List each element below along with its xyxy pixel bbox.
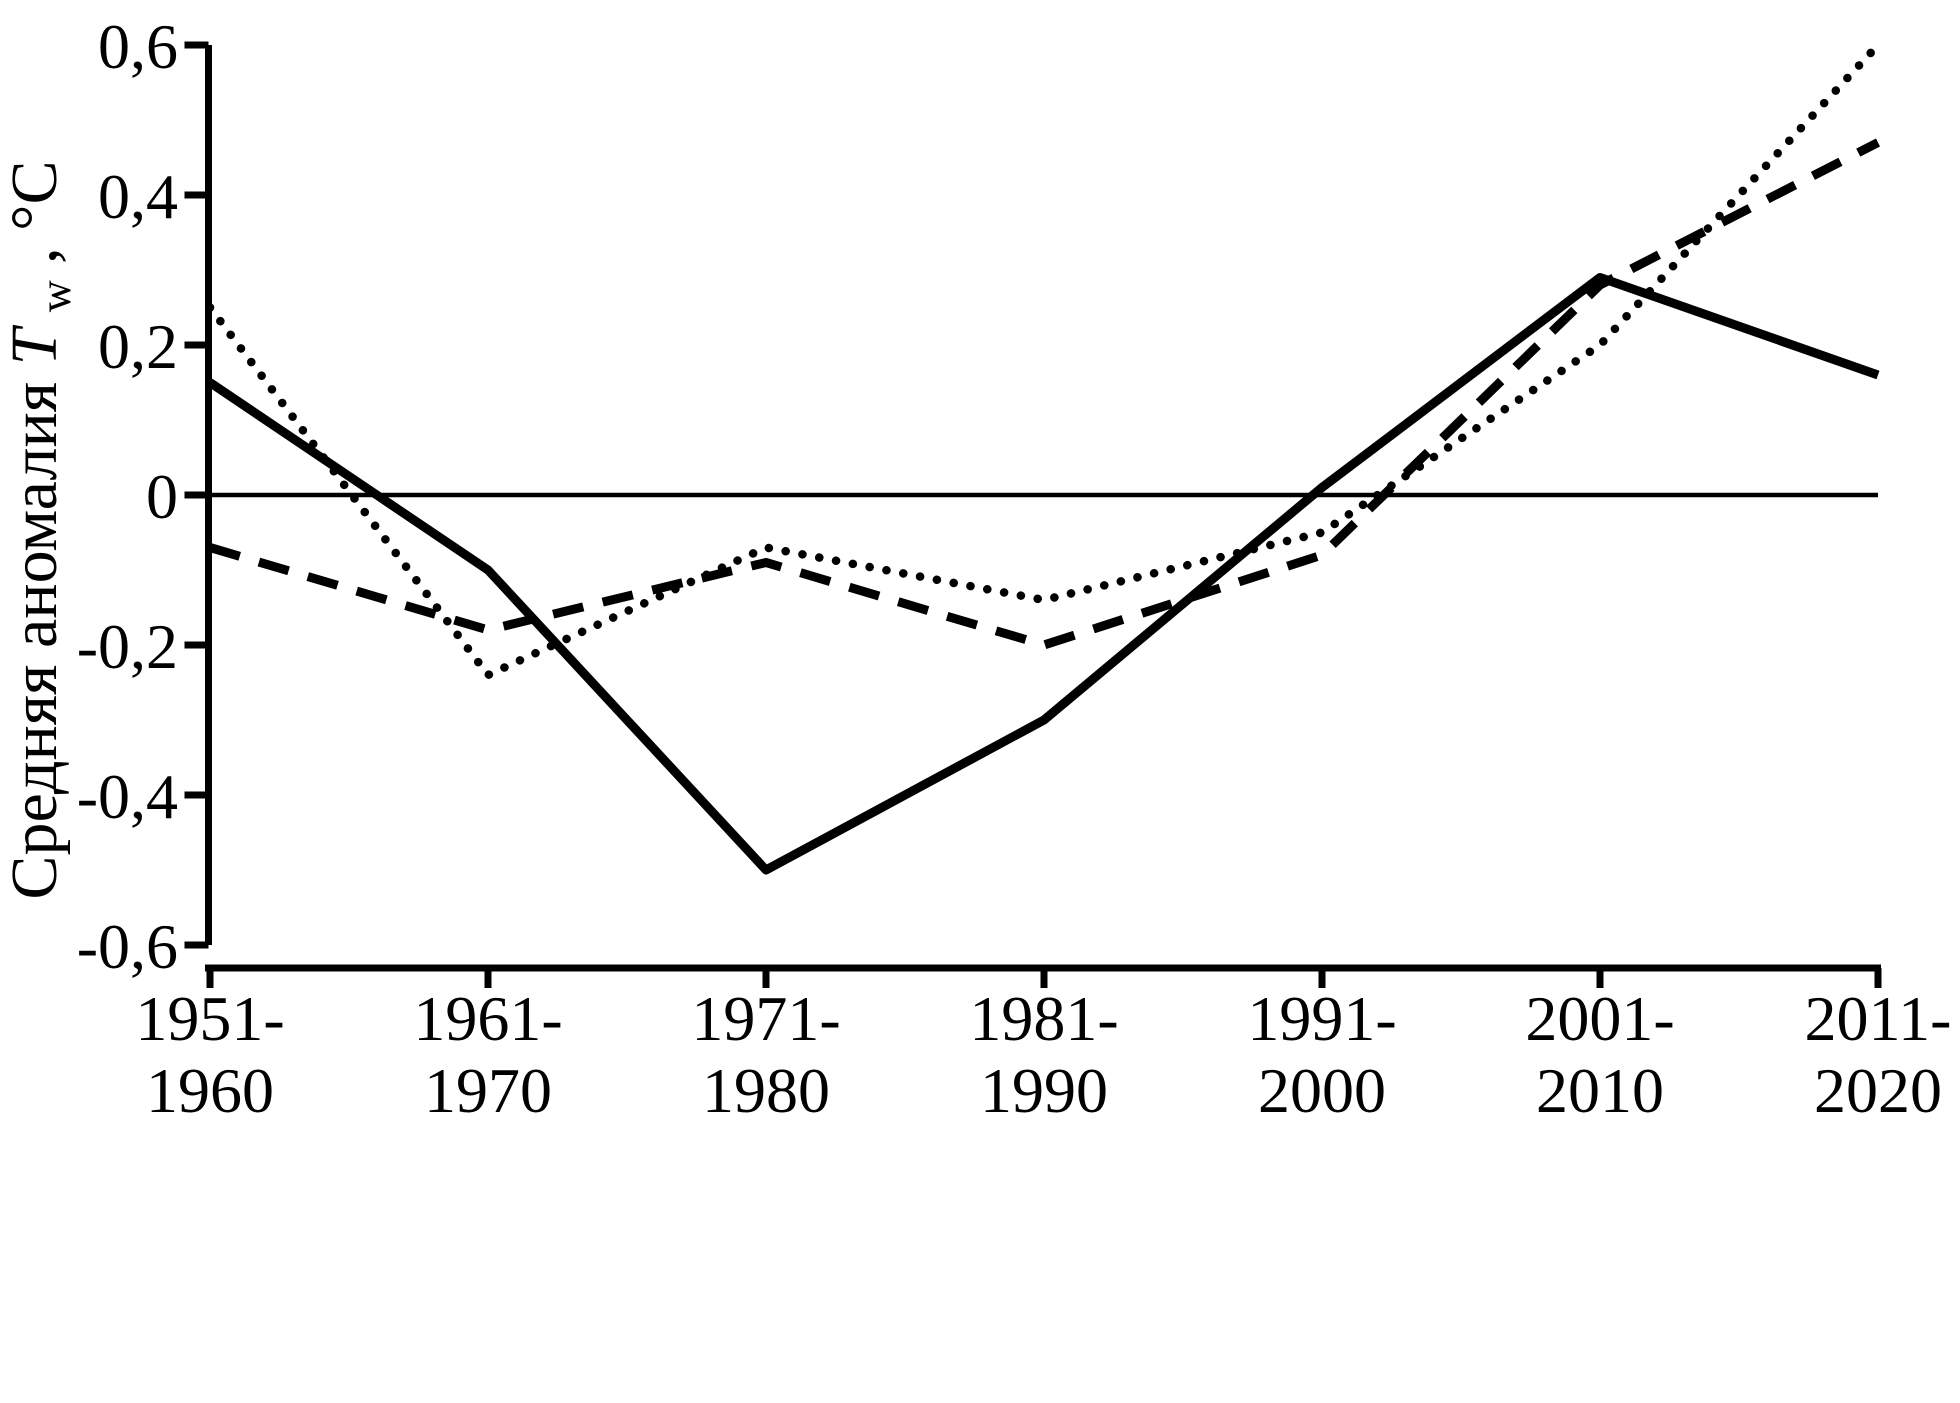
y-axis-title-text: Средняя аномалия [0, 365, 71, 899]
x-tick-label-line2: 1970 [424, 1055, 552, 1126]
x-tick-label-line1: 1951- [135, 983, 284, 1054]
y-tick-label: 0 [146, 461, 178, 532]
y-tick-label: 0,6 [98, 11, 178, 82]
x-tick-label-line2: 1980 [702, 1055, 830, 1126]
x-tick-label-line2: 2010 [1536, 1055, 1664, 1126]
y-tick-label: -0,6 [77, 911, 178, 982]
x-tick-label-line1: 1991- [1247, 983, 1396, 1054]
y-tick-label: -0,4 [77, 761, 178, 832]
y-axis-ticks: 0,6 0,4 0,2 0 -0,2 -0,4 -0,6 [77, 11, 209, 982]
x-tick-label-line2: 1990 [980, 1055, 1108, 1126]
y-tick-label: -0,2 [77, 611, 178, 682]
x-axis-ticks: 1951-1960 1961-1970 1971-1980 1981-1990 1991… [135, 968, 1951, 1126]
y-axis-title-units: , °C [0, 160, 71, 263]
y-tick-label: 0,2 [98, 311, 178, 382]
axes [205, 45, 1881, 972]
x-tick-label-line1: 2011- [1805, 983, 1952, 1054]
x-tick-label-line2: 2000 [1258, 1055, 1386, 1126]
y-axis-title-symbol: T [0, 324, 71, 365]
x-tick-label-line1: 1961- [413, 983, 562, 1054]
x-tick-label-line1: 1971- [691, 983, 840, 1054]
x-tick-label-line1: 2001- [1525, 983, 1674, 1054]
x-tick-label-line1: 1981- [969, 983, 1118, 1054]
y-axis-title: Средняя аномалия T w , °C [0, 160, 85, 899]
series-dotted-line [205, 40, 1883, 680]
y-axis-title-subscript: w [31, 280, 80, 312]
y-tick-label: 0,4 [98, 161, 178, 232]
x-tick-label-line2: 1960 [146, 1055, 274, 1126]
series-solid-line [207, 273, 1880, 875]
series-dashed-line [208, 138, 1881, 650]
x-tick-label-line2: 2020 [1814, 1055, 1942, 1126]
data-series [205, 40, 1883, 875]
